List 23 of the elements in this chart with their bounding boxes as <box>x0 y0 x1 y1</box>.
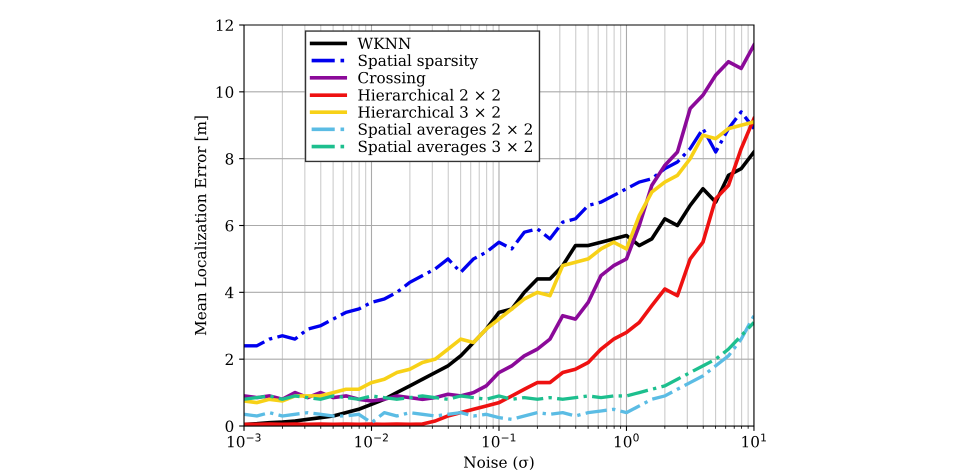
x-tick-label: 10$^{0}$ <box>614 433 639 448</box>
legend-label: Hierarchical 2 × 2 <box>358 88 500 101</box>
x-axis-title: Noise (σ) <box>464 456 534 470</box>
y-tick-label: 4 <box>225 286 234 298</box>
x-tick-label: 10$^{−2}$ <box>355 433 388 448</box>
y-tick-label: 12 <box>216 19 233 31</box>
legend-label: Hierarchical 3 × 2 <box>358 106 500 118</box>
x-tick-label: 10$^{−3}$ <box>228 433 261 448</box>
y-tick-label: 0 <box>226 420 234 432</box>
legend-label: Spatial averages 2 × 2 <box>358 123 532 138</box>
legend-label: Crossing <box>358 72 426 87</box>
y-tick-label: 10 <box>216 86 234 98</box>
y-tick-label: 2 <box>226 354 233 365</box>
legend-label: Spatial averages 3 × 2 <box>358 140 532 156</box>
y-axis-title: Mean Localization Error [m] <box>194 116 208 336</box>
x-tick-label: 10$^{−1}$ <box>482 434 516 448</box>
line-series <box>244 320 754 401</box>
y-tick-label: 8 <box>226 153 234 165</box>
legend-label: WKNN <box>358 38 411 50</box>
line-series <box>244 314 754 424</box>
y-tick-label: 6 <box>226 220 234 232</box>
x-tick-label: 10$^{1}$ <box>742 434 766 448</box>
legend-label: Spatial sparsity <box>358 54 478 70</box>
